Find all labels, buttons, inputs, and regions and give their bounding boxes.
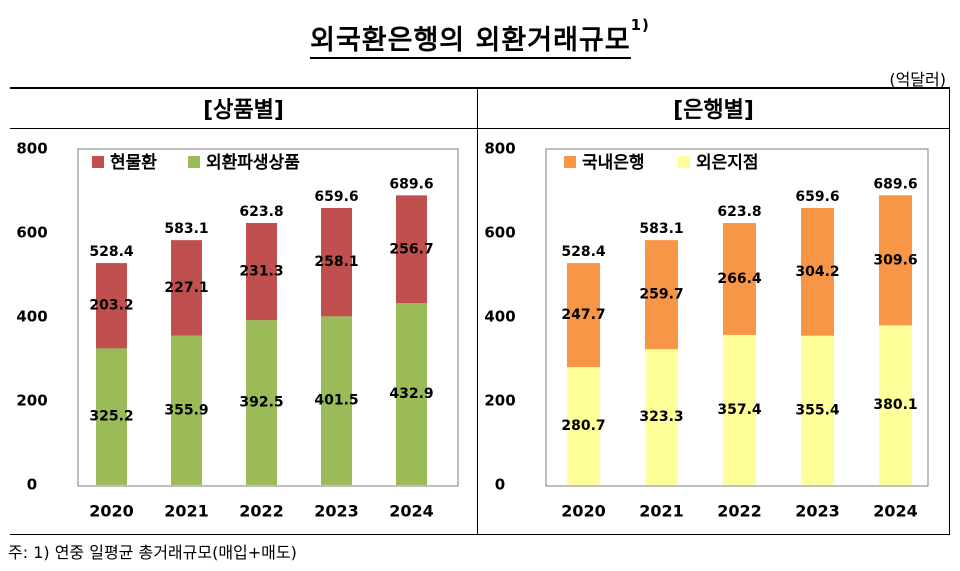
bar-segment bbox=[321, 316, 352, 485]
y-tick-label: 200 bbox=[16, 392, 47, 410]
data-label: 266.4 bbox=[717, 271, 762, 287]
plot-area-border bbox=[545, 148, 929, 487]
table-bottom-rule bbox=[10, 534, 950, 535]
data-label: 432.9 bbox=[389, 386, 433, 402]
bar-segment bbox=[723, 334, 756, 485]
bar-segment bbox=[801, 207, 834, 336]
total-label: 689.6 bbox=[389, 176, 433, 192]
data-label: 357.4 bbox=[717, 402, 762, 418]
y-tick-label: 800 bbox=[484, 140, 515, 158]
bar-segment bbox=[96, 348, 127, 485]
data-label: 380.1 bbox=[873, 397, 917, 413]
bar-segment bbox=[396, 303, 427, 485]
y-tick-label: 600 bbox=[16, 224, 47, 242]
x-tick-label: 2020 bbox=[561, 502, 606, 521]
bar-segment bbox=[723, 223, 756, 335]
table-header-rule bbox=[10, 128, 950, 129]
x-tick-label: 2023 bbox=[314, 502, 359, 521]
data-label: 256.7 bbox=[389, 241, 433, 257]
x-tick-label: 2021 bbox=[164, 502, 209, 521]
chart-by-bank: 0 200 400 600 800 280.7 247.7 528.4 2020 323.3 259… bbox=[484, 140, 929, 521]
data-label: 231.3 bbox=[239, 264, 283, 280]
data-label: 280.7 bbox=[561, 418, 605, 434]
legend-swatch bbox=[92, 156, 104, 168]
data-label: 304.2 bbox=[795, 264, 839, 280]
y-tick-label: 600 bbox=[484, 224, 515, 242]
legend-label: 외환파생상품 bbox=[206, 153, 300, 173]
title-text: 외국환은행의 외환거래규모 bbox=[310, 25, 631, 59]
bar-segment bbox=[246, 320, 277, 485]
bar-segment bbox=[246, 223, 277, 321]
legend-swatch bbox=[678, 156, 690, 168]
x-tick-label: 2023 bbox=[795, 502, 840, 521]
x-tick-label: 2022 bbox=[717, 502, 762, 521]
legend-label: 현물환 bbox=[110, 153, 157, 173]
legend-swatch bbox=[564, 156, 576, 168]
legend-label: 국내은행 bbox=[582, 153, 645, 173]
data-label: 247.7 bbox=[561, 307, 605, 323]
data-label: 355.9 bbox=[164, 402, 208, 418]
y-tick-label: 400 bbox=[484, 308, 515, 326]
plot-area-border bbox=[77, 148, 459, 487]
y-tick-label: 400 bbox=[16, 308, 47, 326]
panel-title-product: [상품별] bbox=[203, 98, 284, 123]
data-label: 227.1 bbox=[164, 280, 208, 296]
bar-segment bbox=[567, 367, 600, 485]
data-label: 355.4 bbox=[795, 402, 840, 418]
bar-segment bbox=[879, 195, 912, 326]
title-footnote-mark: 1) bbox=[630, 16, 650, 34]
x-tick-label: 2022 bbox=[239, 502, 284, 521]
bar-segment bbox=[879, 325, 912, 485]
total-label: 583.1 bbox=[639, 221, 683, 237]
table-right-rule bbox=[949, 88, 950, 534]
total-label: 623.8 bbox=[239, 204, 283, 220]
bar-segment bbox=[645, 240, 678, 350]
footnote: 주: 1) 연중 일평균 총거래규모(매입+매도) bbox=[8, 543, 297, 562]
legend-swatch bbox=[188, 156, 200, 168]
y-tick-label: 0 bbox=[27, 476, 37, 494]
bar-segment bbox=[396, 195, 427, 304]
bar-segment bbox=[96, 263, 127, 349]
total-label: 659.6 bbox=[314, 189, 358, 205]
page-title: 외국환은행의 외환거래규모1) bbox=[0, 16, 960, 59]
data-label: 401.5 bbox=[314, 393, 358, 409]
total-label: 623.8 bbox=[717, 204, 761, 220]
y-tick-label: 800 bbox=[16, 140, 47, 158]
x-tick-label: 2024 bbox=[389, 502, 434, 521]
y-tick-label: 0 bbox=[495, 476, 505, 494]
bar-segment bbox=[171, 335, 202, 485]
data-label: 325.2 bbox=[89, 409, 133, 425]
bar-segment bbox=[171, 240, 202, 336]
bar-segment bbox=[801, 335, 834, 485]
total-label: 583.1 bbox=[164, 221, 208, 237]
data-label: 323.3 bbox=[639, 409, 683, 425]
total-label: 659.6 bbox=[795, 189, 839, 205]
data-label: 203.2 bbox=[89, 298, 133, 314]
legend-label: 외은지점 bbox=[696, 153, 759, 173]
data-label: 259.7 bbox=[639, 287, 683, 303]
total-label: 689.6 bbox=[873, 176, 917, 192]
chart-by-product: 0 200 400 600 800 325.2 203.2 528.4 2020 355.9 227… bbox=[16, 140, 459, 521]
panel-divider bbox=[477, 88, 478, 534]
data-label: 258.1 bbox=[314, 254, 358, 270]
panel-title-bank: [은행별] bbox=[673, 98, 754, 123]
y-tick-label: 200 bbox=[484, 392, 515, 410]
bar-segment bbox=[321, 207, 352, 317]
total-label: 528.4 bbox=[561, 244, 606, 260]
data-label: 309.6 bbox=[873, 252, 917, 268]
bar-segment bbox=[645, 349, 678, 485]
x-tick-label: 2021 bbox=[639, 502, 684, 521]
data-label: 392.5 bbox=[239, 395, 283, 411]
unit-label: (억달러) bbox=[889, 70, 946, 89]
table-top-rule bbox=[10, 87, 950, 89]
bar-segment bbox=[567, 263, 600, 368]
x-tick-label: 2020 bbox=[89, 502, 134, 521]
x-tick-label: 2024 bbox=[873, 502, 918, 521]
total-label: 528.4 bbox=[89, 244, 134, 260]
